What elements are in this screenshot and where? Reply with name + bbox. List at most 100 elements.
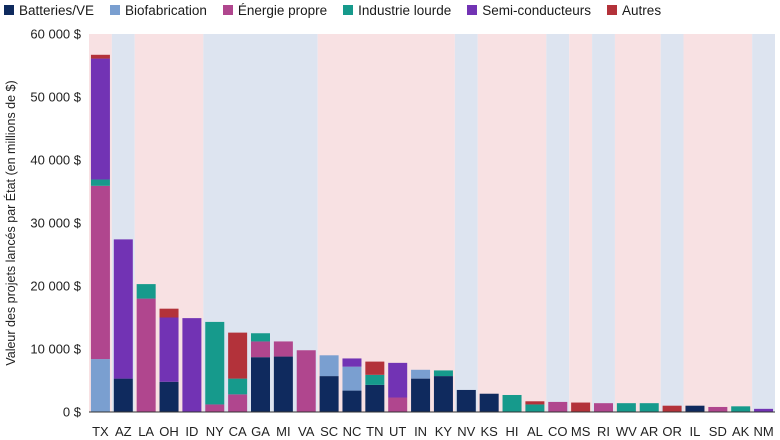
bar-segment-sd-2 — [708, 406, 728, 412]
bar-segment-tn-0 — [365, 384, 385, 412]
x-tick-label-ca: CA — [229, 424, 247, 439]
x-tick-label-nm: NM — [753, 424, 773, 439]
bar-segment-hi-3 — [502, 394, 522, 412]
x-tick-label-nv: NV — [457, 424, 475, 439]
legend-label-batteries: Batteries/VE — [19, 2, 95, 18]
bar-segment-ar-3 — [639, 403, 659, 412]
bar-segment-tx-1 — [90, 359, 110, 412]
bar-segment-tn-3 — [365, 374, 385, 385]
legend-item-biofabrication: Biofabrication — [110, 3, 207, 18]
x-tick-label-in: IN — [414, 424, 427, 439]
legend-swatch-batteries — [4, 5, 14, 15]
bar-segment-il-0 — [685, 405, 705, 412]
bar-segment-nc-0 — [342, 390, 362, 412]
bar-segment-tn-5 — [365, 361, 385, 375]
background-band — [477, 34, 547, 412]
x-tick-label-or: OR — [662, 424, 682, 439]
x-tick-label-ny: NY — [206, 424, 224, 439]
axes: 0 $ 10 000 $ 20 000 $ 30 000 $ 40 000 $ 50 00… — [3, 27, 775, 439]
bar-segment-ca-3 — [228, 378, 248, 395]
bar-segment-al-3 — [525, 404, 545, 412]
background-band — [614, 34, 661, 412]
x-tick-label-co: CO — [548, 424, 568, 439]
legend-item-energie-propre: Énergie propre — [222, 2, 328, 18]
x-tick-label-hi: HI — [506, 424, 519, 439]
bar-segment-ut-2 — [388, 397, 408, 412]
legend-swatch-biofabrication — [110, 5, 121, 15]
legend-label-semi-conducteurs: Semi-conducteurs — [482, 2, 592, 18]
chart-legend: Batteries/VE Biofabrication Énergie prop… — [4, 0, 677, 20]
x-tick-label-al: AL — [527, 424, 543, 439]
bar-segment-ks-0 — [479, 393, 499, 412]
bar-segment-or-5 — [662, 405, 682, 412]
x-tick-label-mi: MI — [276, 424, 290, 439]
x-tick-label-ri: RI — [597, 424, 610, 439]
x-tick-label-id: ID — [185, 424, 198, 439]
x-tick-label-az: AZ — [115, 424, 132, 439]
legend-item-industrie-lourde: Industrie lourde — [343, 3, 451, 18]
legend-item-semi-conducteurs: Semi-conducteurs — [467, 3, 591, 18]
bar-segment-al-5 — [525, 401, 545, 405]
bar-segment-tx-4 — [90, 58, 110, 180]
bar-segment-oh-4 — [159, 317, 179, 382]
legend-label-biofabrication: Biofabrication — [125, 2, 207, 18]
bar-segment-ri-2 — [594, 403, 613, 412]
bar-segment-id-4 — [182, 318, 202, 412]
y-tick-label: 10 000 $ — [30, 342, 81, 357]
bar-segment-ky-3 — [433, 370, 453, 377]
x-tick-label-ks: KS — [480, 424, 498, 439]
bar-segment-la-3 — [136, 284, 156, 299]
bar-segment-in-0 — [411, 378, 431, 412]
bar-segment-va-2 — [296, 350, 316, 412]
y-tick-label: 0 $ — [63, 405, 82, 420]
background-band — [317, 34, 455, 412]
x-tick-label-il: IL — [690, 424, 701, 439]
x-tick-label-tn: TN — [366, 424, 383, 439]
legend-label-industrie-lourde: Industrie lourde — [358, 2, 452, 18]
legend-swatch-autres — [607, 5, 618, 15]
legend-label-energie-propre: Énergie propre — [237, 2, 328, 18]
bar-segment-oh-0 — [159, 381, 179, 412]
bar-segment-nv-0 — [456, 389, 476, 412]
x-tick-label-ar: AR — [640, 424, 658, 439]
bar-segment-la-2 — [136, 298, 156, 412]
x-tick-label-ms: MS — [571, 424, 591, 439]
bar-segment-ut-4 — [388, 362, 408, 398]
bar-segment-az-4 — [113, 239, 133, 379]
x-tick-label-ky: KY — [435, 424, 453, 439]
bar-segment-sc-1 — [319, 355, 339, 377]
bar-segment-oh-5 — [159, 308, 179, 318]
bar-segment-mi-0 — [273, 356, 293, 412]
background-band — [454, 34, 478, 412]
legend-item-autres: Autres — [607, 3, 661, 18]
bar-segment-ms-5 — [571, 402, 591, 412]
background-band — [569, 34, 593, 412]
background-band — [592, 34, 615, 412]
background-band — [683, 34, 753, 412]
bar-segment-in-1 — [411, 369, 431, 379]
bar-segment-nc-4 — [342, 358, 362, 367]
x-tick-label-oh: OH — [159, 424, 179, 439]
x-tick-label-wv: WV — [616, 424, 637, 439]
bar-segment-ca-5 — [228, 332, 248, 379]
bar-segment-ga-2 — [251, 341, 270, 358]
bar-segment-tx-2 — [90, 185, 110, 360]
y-tick-label: 30 000 $ — [30, 216, 81, 231]
bar-segment-ak-3 — [731, 406, 751, 412]
legend-label-autres: Autres — [622, 2, 662, 18]
legend-swatch-energie-propre — [222, 5, 233, 15]
x-tick-label-nc: NC — [343, 424, 362, 439]
bar-segment-nc-1 — [342, 366, 362, 391]
bar-segment-co-2 — [548, 401, 568, 412]
y-tick-label: 50 000 $ — [30, 90, 81, 105]
x-tick-label-ga: GA — [251, 424, 270, 439]
bar-segment-az-0 — [113, 378, 133, 412]
x-tick-label-ut: UT — [389, 424, 406, 439]
x-tick-label-va: VA — [298, 424, 315, 439]
bar-segment-ga-0 — [251, 357, 270, 412]
bar-segment-mi-2 — [273, 341, 293, 357]
x-tick-label-la: LA — [138, 424, 154, 439]
bar-segment-ga-3 — [251, 333, 270, 342]
